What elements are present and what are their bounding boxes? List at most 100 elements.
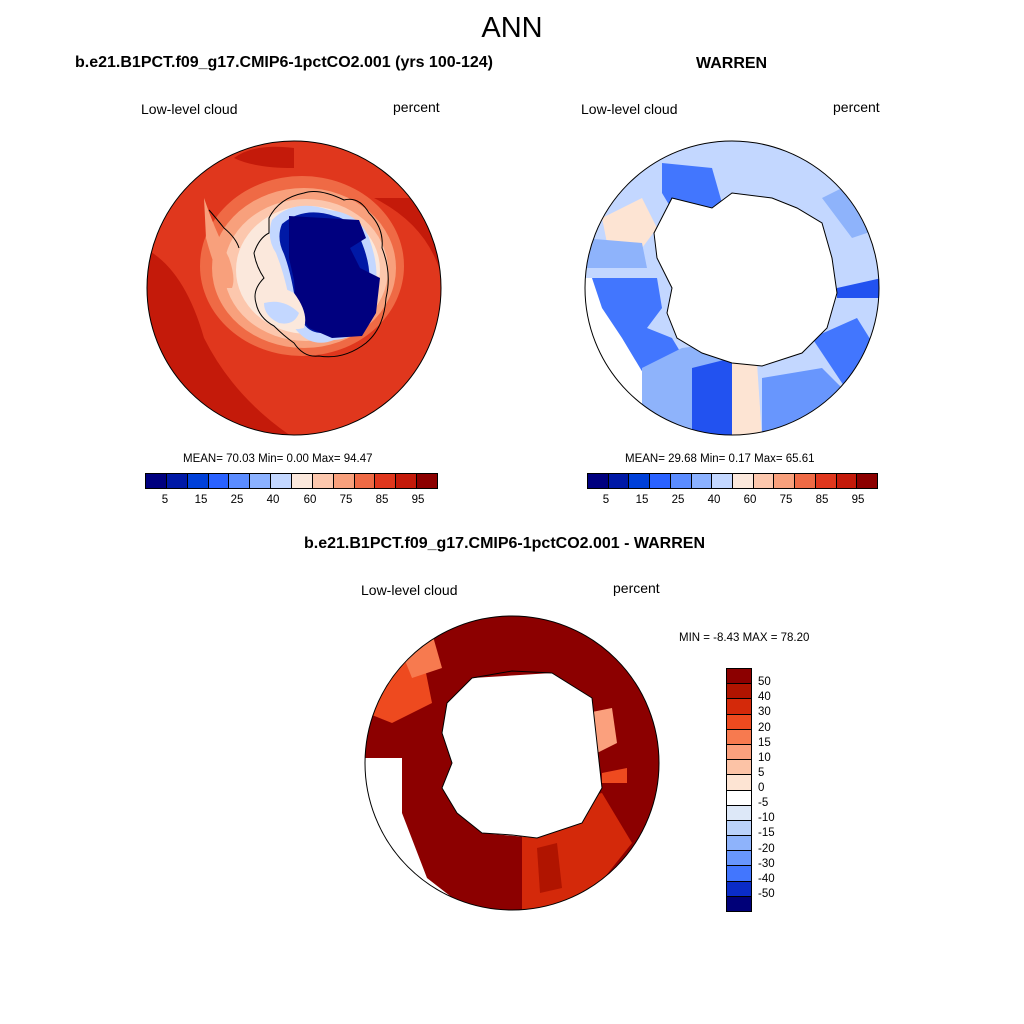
cbar2-tick: 25 [671, 494, 685, 506]
cbar3-tick: 10 [758, 751, 771, 764]
cbar1-seg-1 [166, 474, 188, 488]
band-se [762, 368, 852, 435]
cbar1-seg-11 [375, 474, 397, 488]
colorbar-segment [727, 729, 751, 745]
cbar3-tick: 20 [758, 721, 771, 734]
cbar2-tick: 60 [743, 494, 757, 506]
cbar3-tick: -20 [758, 842, 775, 855]
panel1-colorbar [145, 473, 438, 489]
colorbar-segment [727, 684, 751, 700]
cbar1-tick: 75 [339, 494, 353, 506]
band-nw-pale [602, 198, 657, 248]
cbar3-tick: 0 [758, 782, 765, 794]
cbar1-seg-12 [396, 474, 418, 488]
antarctica-coastline [208, 191, 389, 358]
continent-mask [654, 193, 837, 366]
diff-region-s-inner [537, 843, 562, 893]
cbar1-seg-6 [271, 474, 293, 488]
colorbar-segment [733, 474, 754, 488]
colorbar-segment [727, 896, 751, 911]
colorbar-segment [727, 760, 751, 776]
map-boundary [584, 140, 880, 436]
colorbar-segment [629, 474, 651, 488]
panel3-title: b.e21.B1PCT.f09_g17.CMIP6-1pctCO2.001 - … [304, 535, 706, 552]
peninsula-shading [204, 198, 234, 288]
colorbar-segment [727, 669, 751, 685]
colorbar-segment [727, 744, 751, 761]
map-boundary [364, 615, 660, 911]
colorbar-segment [857, 474, 878, 488]
cbar1-seg-13 [417, 474, 438, 488]
cbar1-tick: 95 [411, 494, 425, 506]
colorbar-segment [691, 474, 713, 488]
colorbar-segment [588, 474, 609, 488]
cbar3-tick: 5 [758, 766, 765, 779]
colorbar-segment [727, 866, 751, 882]
colorbar-segment [774, 474, 796, 488]
colorbar-segment [753, 474, 775, 488]
cbar3-tick: 40 [758, 691, 771, 704]
panel3-polar-map [364, 615, 660, 911]
cbar3-tick: -10 [758, 812, 775, 825]
colorbar-segment [836, 474, 858, 488]
colorbar-segment [670, 474, 692, 488]
cbar1-seg-5 [250, 474, 272, 488]
band-s-pale [732, 358, 762, 435]
panel3-units-label: percent [613, 580, 660, 596]
panel2-title: WARREN [696, 55, 768, 72]
cbar1-tick: 60 [303, 494, 317, 506]
colorbar-segment [727, 820, 751, 837]
cbar1-tick: 85 [375, 494, 389, 506]
antarctica-coastline [441, 670, 603, 839]
cbar3-tick: 15 [758, 736, 771, 749]
continent-low-cloud-core [289, 216, 380, 338]
cbar3-tick: -5 [758, 797, 769, 810]
cbar3-tick: -50 [758, 887, 775, 900]
antarctica-coastline [653, 192, 838, 367]
band-w-light [585, 238, 647, 268]
cbar2-tick: 85 [815, 494, 829, 506]
panel2-units-label: percent [833, 99, 880, 115]
band-s-deep [692, 358, 732, 435]
cbar1-seg-9 [333, 474, 355, 488]
colorbar-segment [727, 881, 751, 897]
diff-region-e-patch [602, 768, 627, 783]
diff-region-nw-light [402, 633, 442, 678]
cbar2-tick: 95 [851, 494, 865, 506]
ross-sea-blue [264, 301, 299, 324]
cbar1-tick: 25 [230, 494, 244, 506]
colorbar-segment [712, 474, 734, 488]
cbar3-tick: 30 [758, 706, 771, 719]
cbar1-seg-4 [229, 474, 251, 488]
cbar1-seg-8 [312, 474, 334, 488]
main-title: ANN [481, 12, 543, 44]
colorbar-segment [815, 474, 837, 488]
cbar1-seg-0 [146, 474, 167, 488]
map-boundary [146, 140, 442, 436]
panel3-stats: MIN = -8.43 MAX = 78.20 [679, 632, 810, 644]
high-cloud-region-north [234, 146, 294, 168]
panel1-variable-label: Low-level cloud [141, 101, 238, 117]
panel2-variable-label: Low-level cloud [581, 101, 678, 117]
colorbar-segment [727, 714, 751, 730]
cbar3-tick: 50 [758, 676, 771, 689]
cbar2-tick: 5 [602, 494, 610, 506]
cbar3-tick: -40 [758, 872, 775, 885]
cbar2-tick: 40 [707, 494, 721, 506]
panel3-colorbar [726, 668, 752, 912]
colorbar-segment [727, 790, 751, 806]
panel1-stats: MEAN= 70.03 Min= 0.00 Max= 94.47 [183, 453, 373, 465]
continent-mask [442, 673, 602, 838]
colorbar-segment [727, 775, 751, 791]
colorbar-segment [727, 699, 751, 715]
cbar3-tick: -30 [758, 857, 775, 870]
panel3-variable-label: Low-level cloud [361, 582, 458, 598]
band-e-patch [837, 278, 879, 298]
cbar2-tick: 75 [779, 494, 793, 506]
cbar1-seg-7 [292, 474, 313, 488]
panel2-stats: MEAN= 29.68 Min= 0.17 Max= 65.61 [625, 453, 815, 465]
panel2-colorbar [587, 473, 878, 489]
colorbar-segment [727, 805, 751, 821]
panel1-units-label: percent [393, 99, 440, 115]
colorbar-segment [795, 474, 816, 488]
